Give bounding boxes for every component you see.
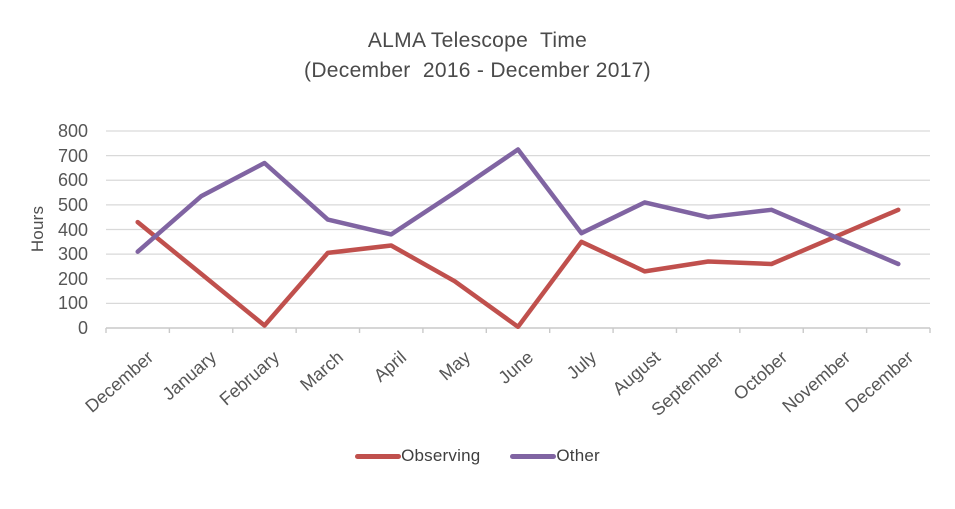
y-tick-label: 200 bbox=[57, 268, 88, 289]
legend-label-observing: Observing bbox=[401, 446, 481, 465]
legend-item-other: Other bbox=[510, 446, 600, 466]
y-tick-label: 0 bbox=[77, 318, 88, 338]
y-tick-label: 100 bbox=[57, 293, 88, 314]
legend-item-observing: Observing bbox=[355, 446, 480, 466]
observing-line-swatch-icon bbox=[355, 453, 402, 459]
chart-title: ALMA Telescope Time bbox=[367, 29, 588, 52]
chart-subtitle: (December 2016 - December 2017) bbox=[304, 59, 651, 82]
other-line-swatch-icon bbox=[510, 453, 557, 459]
y-tick-label: 400 bbox=[57, 219, 88, 240]
chart-title-block: ALMA Telescope Time (December 2016 - Dec… bbox=[0, 26, 955, 86]
y-tick-label: 700 bbox=[57, 145, 88, 166]
legend-label-other: Other bbox=[556, 446, 600, 465]
other-series-line bbox=[135, 147, 901, 267]
y-tick-label: 600 bbox=[57, 170, 88, 191]
y-tick-label: 800 bbox=[57, 121, 88, 141]
y-tick-label: 300 bbox=[57, 244, 88, 265]
observing-series-line bbox=[135, 207, 901, 330]
y-tick-label: 500 bbox=[57, 194, 88, 215]
legend: Observing Other bbox=[0, 446, 955, 466]
